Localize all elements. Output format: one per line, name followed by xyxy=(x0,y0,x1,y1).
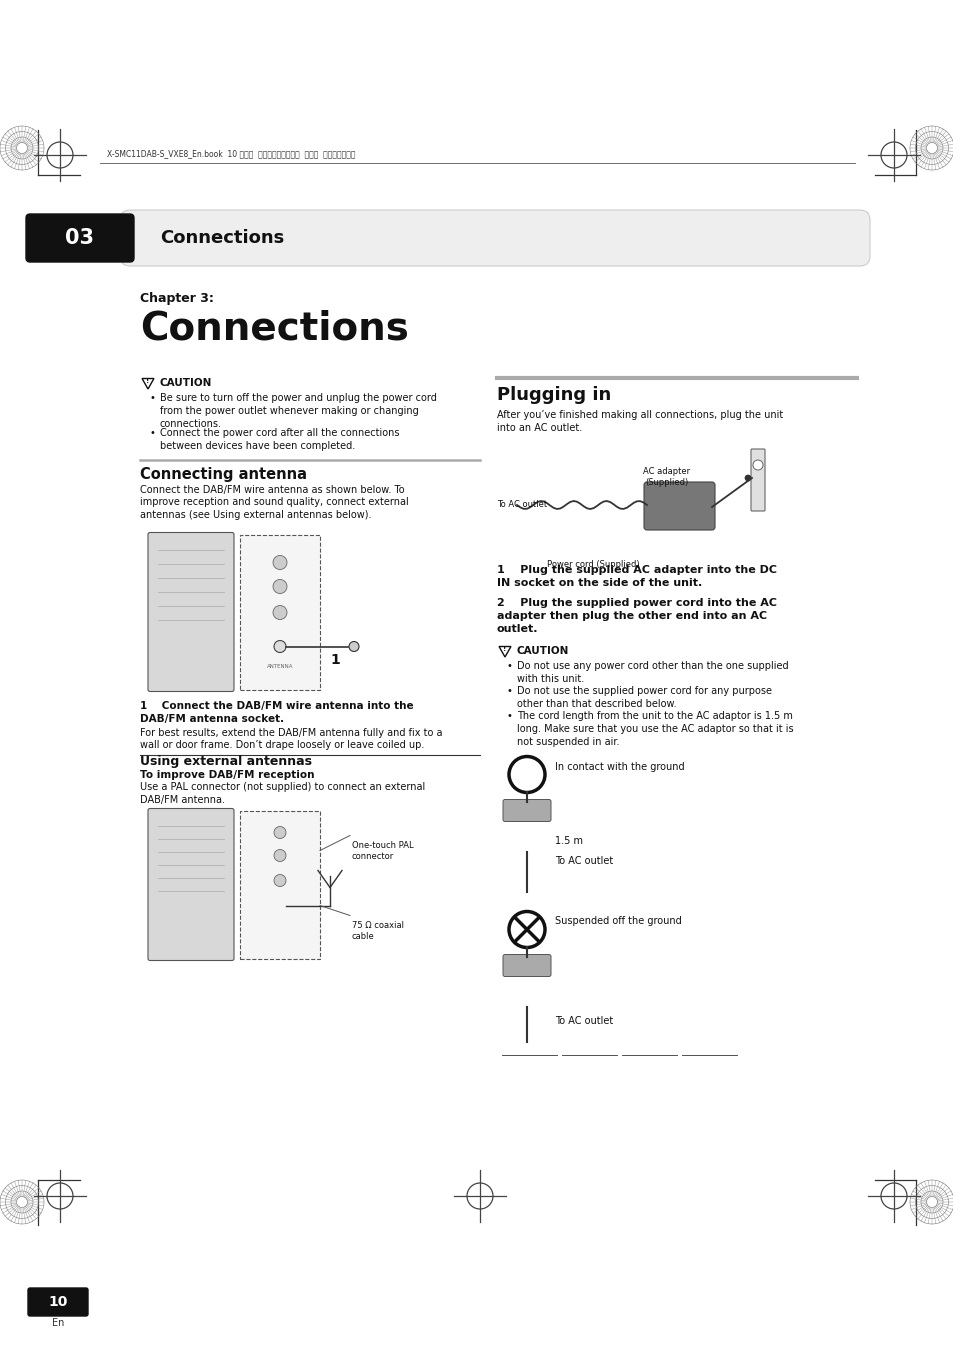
Text: !: ! xyxy=(503,647,506,652)
Text: Connect the power cord after all the connections
between devices have been compl: Connect the power cord after all the con… xyxy=(160,428,399,451)
Circle shape xyxy=(349,641,358,652)
FancyBboxPatch shape xyxy=(502,954,551,976)
Text: 1.5 m: 1.5 m xyxy=(555,837,582,846)
Text: After you’ve finished making all connections, plug the unit
into an AC outlet.: After you’ve finished making all connect… xyxy=(497,410,782,433)
Text: Use a PAL connector (not supplied) to connect an external
DAB/FM antenna.: Use a PAL connector (not supplied) to co… xyxy=(140,783,425,806)
Text: •: • xyxy=(506,686,513,697)
Circle shape xyxy=(273,555,287,570)
Circle shape xyxy=(274,826,286,838)
Circle shape xyxy=(274,849,286,861)
Text: 1: 1 xyxy=(330,653,339,667)
Text: Connections: Connections xyxy=(160,230,284,247)
Text: To AC outlet: To AC outlet xyxy=(497,500,547,509)
Text: To AC outlet: To AC outlet xyxy=(555,1017,613,1026)
Circle shape xyxy=(744,475,750,481)
Text: X-SMC11DAB-S_VXE8_En.book  10 ページ  ２０１３年８月６日  火曜日  午前９時２５分: X-SMC11DAB-S_VXE8_En.book 10 ページ ２０１３年８月… xyxy=(107,148,355,158)
FancyBboxPatch shape xyxy=(148,532,233,691)
FancyBboxPatch shape xyxy=(148,809,233,960)
Text: En: En xyxy=(51,1318,64,1328)
Text: Plugging in: Plugging in xyxy=(497,386,611,404)
Circle shape xyxy=(273,579,287,594)
Circle shape xyxy=(752,460,762,470)
FancyBboxPatch shape xyxy=(26,215,133,262)
Text: Connecting antenna: Connecting antenna xyxy=(140,467,307,482)
Text: The cord length from the unit to the AC adaptor is 1.5 m
long. Make sure that yo: The cord length from the unit to the AC … xyxy=(517,711,793,747)
Text: 1    Plug the supplied AC adapter into the DC
IN socket on the side of the unit.: 1 Plug the supplied AC adapter into the … xyxy=(497,566,776,589)
FancyBboxPatch shape xyxy=(240,810,319,958)
Text: 2    Plug the supplied power cord into the AC
adapter then plug the other end in: 2 Plug the supplied power cord into the … xyxy=(497,598,776,634)
FancyBboxPatch shape xyxy=(643,482,714,531)
Circle shape xyxy=(274,640,286,652)
Text: One-touch PAL
connector: One-touch PAL connector xyxy=(352,841,414,860)
FancyBboxPatch shape xyxy=(502,799,551,822)
Text: To improve DAB/FM reception: To improve DAB/FM reception xyxy=(140,769,314,779)
Text: 10: 10 xyxy=(49,1295,68,1309)
Text: •: • xyxy=(506,711,513,721)
Text: •: • xyxy=(506,662,513,671)
Text: Be sure to turn off the power and unplug the power cord
from the power outlet wh: Be sure to turn off the power and unplug… xyxy=(160,393,436,428)
Circle shape xyxy=(274,875,286,887)
Text: Connect the DAB/FM wire antenna as shown below. To
improve reception and sound q: Connect the DAB/FM wire antenna as shown… xyxy=(140,485,408,520)
Text: CAUTION: CAUTION xyxy=(517,647,569,656)
Text: Using external antennas: Using external antennas xyxy=(140,756,312,768)
Circle shape xyxy=(273,606,287,620)
Text: ANTENNA: ANTENNA xyxy=(267,664,293,670)
Text: •: • xyxy=(150,393,155,404)
Text: •: • xyxy=(150,428,155,439)
Text: 75 Ω coaxial
cable: 75 Ω coaxial cable xyxy=(352,921,403,941)
Text: For best results, extend the DAB/FM antenna fully and fix to a
wall or door fram: For best results, extend the DAB/FM ante… xyxy=(140,728,442,751)
FancyBboxPatch shape xyxy=(240,535,319,690)
Text: !: ! xyxy=(146,378,150,385)
Text: Do not use any power cord other than the one supplied
with this unit.: Do not use any power cord other than the… xyxy=(517,662,788,684)
Text: To AC outlet: To AC outlet xyxy=(555,856,613,867)
FancyBboxPatch shape xyxy=(28,1288,88,1316)
Text: 1    Connect the DAB/FM wire antenna into the
DAB/FM antenna socket.: 1 Connect the DAB/FM wire antenna into t… xyxy=(140,702,414,725)
Text: AC adapter
(Supplied): AC adapter (Supplied) xyxy=(642,467,690,487)
Text: Chapter 3:: Chapter 3: xyxy=(140,292,213,305)
Text: 03: 03 xyxy=(66,228,94,248)
Text: Power cord (Supplied): Power cord (Supplied) xyxy=(546,560,639,568)
FancyBboxPatch shape xyxy=(750,450,764,512)
Text: In contact with the ground: In contact with the ground xyxy=(555,761,684,771)
Text: Suspended off the ground: Suspended off the ground xyxy=(555,917,681,926)
Text: Do not use the supplied power cord for any purpose
other than that described bel: Do not use the supplied power cord for a… xyxy=(517,686,771,709)
Text: Connections: Connections xyxy=(140,310,409,348)
FancyBboxPatch shape xyxy=(120,211,869,266)
Text: CAUTION: CAUTION xyxy=(160,378,213,387)
